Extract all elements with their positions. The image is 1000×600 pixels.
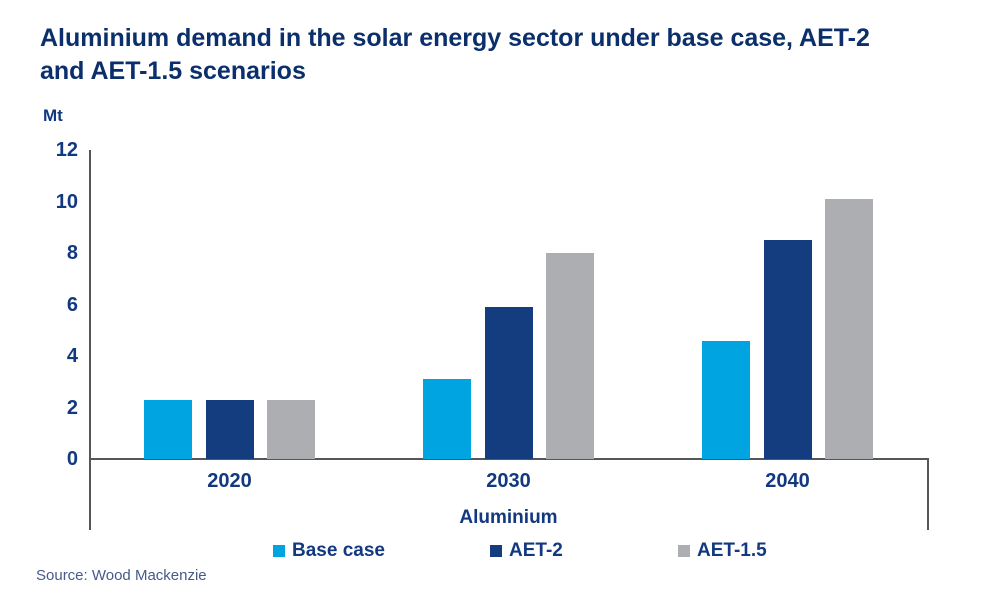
legend-label: Base case bbox=[292, 540, 385, 561]
x-category-label: 2020 bbox=[207, 470, 252, 492]
x-axis-title: Aluminium bbox=[459, 507, 558, 528]
bar-2020-base-case bbox=[144, 399, 192, 459]
y-axis-line bbox=[89, 150, 91, 530]
bar-2030-aet-2 bbox=[484, 307, 533, 459]
bar-2020-aet-1-5 bbox=[267, 399, 315, 459]
legend-item-base-case: Base case bbox=[273, 540, 385, 562]
legend-swatch-icon bbox=[678, 545, 690, 557]
bar-2040-base-case bbox=[702, 340, 750, 459]
chart-title: Aluminium demand in the solar energy sec… bbox=[40, 24, 870, 85]
legend-label: AET-1.5 bbox=[697, 540, 767, 561]
legend-swatch-icon bbox=[490, 545, 502, 557]
source-note: Source: Wood Mackenzie bbox=[36, 567, 207, 584]
y-axis-unit-label: Mt bbox=[43, 106, 63, 125]
legend-swatch-icon bbox=[273, 545, 285, 557]
legend-label: AET-2 bbox=[509, 540, 563, 561]
y-tick-label: 0 bbox=[66, 448, 78, 470]
y-tick-label: 4 bbox=[66, 345, 78, 367]
bar-2030-base-case bbox=[423, 379, 471, 459]
x-category-label: 2040 bbox=[765, 470, 810, 492]
y-tick-label: 6 bbox=[66, 293, 78, 316]
bar-2020-aet-2 bbox=[205, 399, 254, 459]
y-tick-label: 8 bbox=[66, 242, 78, 264]
x-category-label: 2030 bbox=[486, 470, 531, 492]
y-tick-label: 12 bbox=[55, 139, 78, 161]
bar-2040-aet-1-5 bbox=[825, 198, 873, 459]
legend-item-aet-1-5: AET-1.5 bbox=[678, 540, 767, 562]
legend-item-aet-2: AET-2 bbox=[490, 540, 563, 562]
bar-2030-aet-1-5 bbox=[546, 253, 594, 459]
bar-2040-aet-2 bbox=[763, 240, 812, 459]
y-tick-label: 2 bbox=[66, 396, 78, 419]
axis-right-tail-line bbox=[927, 458, 929, 530]
x-axis-line bbox=[89, 458, 929, 460]
y-tick-label: 10 bbox=[55, 190, 78, 213]
